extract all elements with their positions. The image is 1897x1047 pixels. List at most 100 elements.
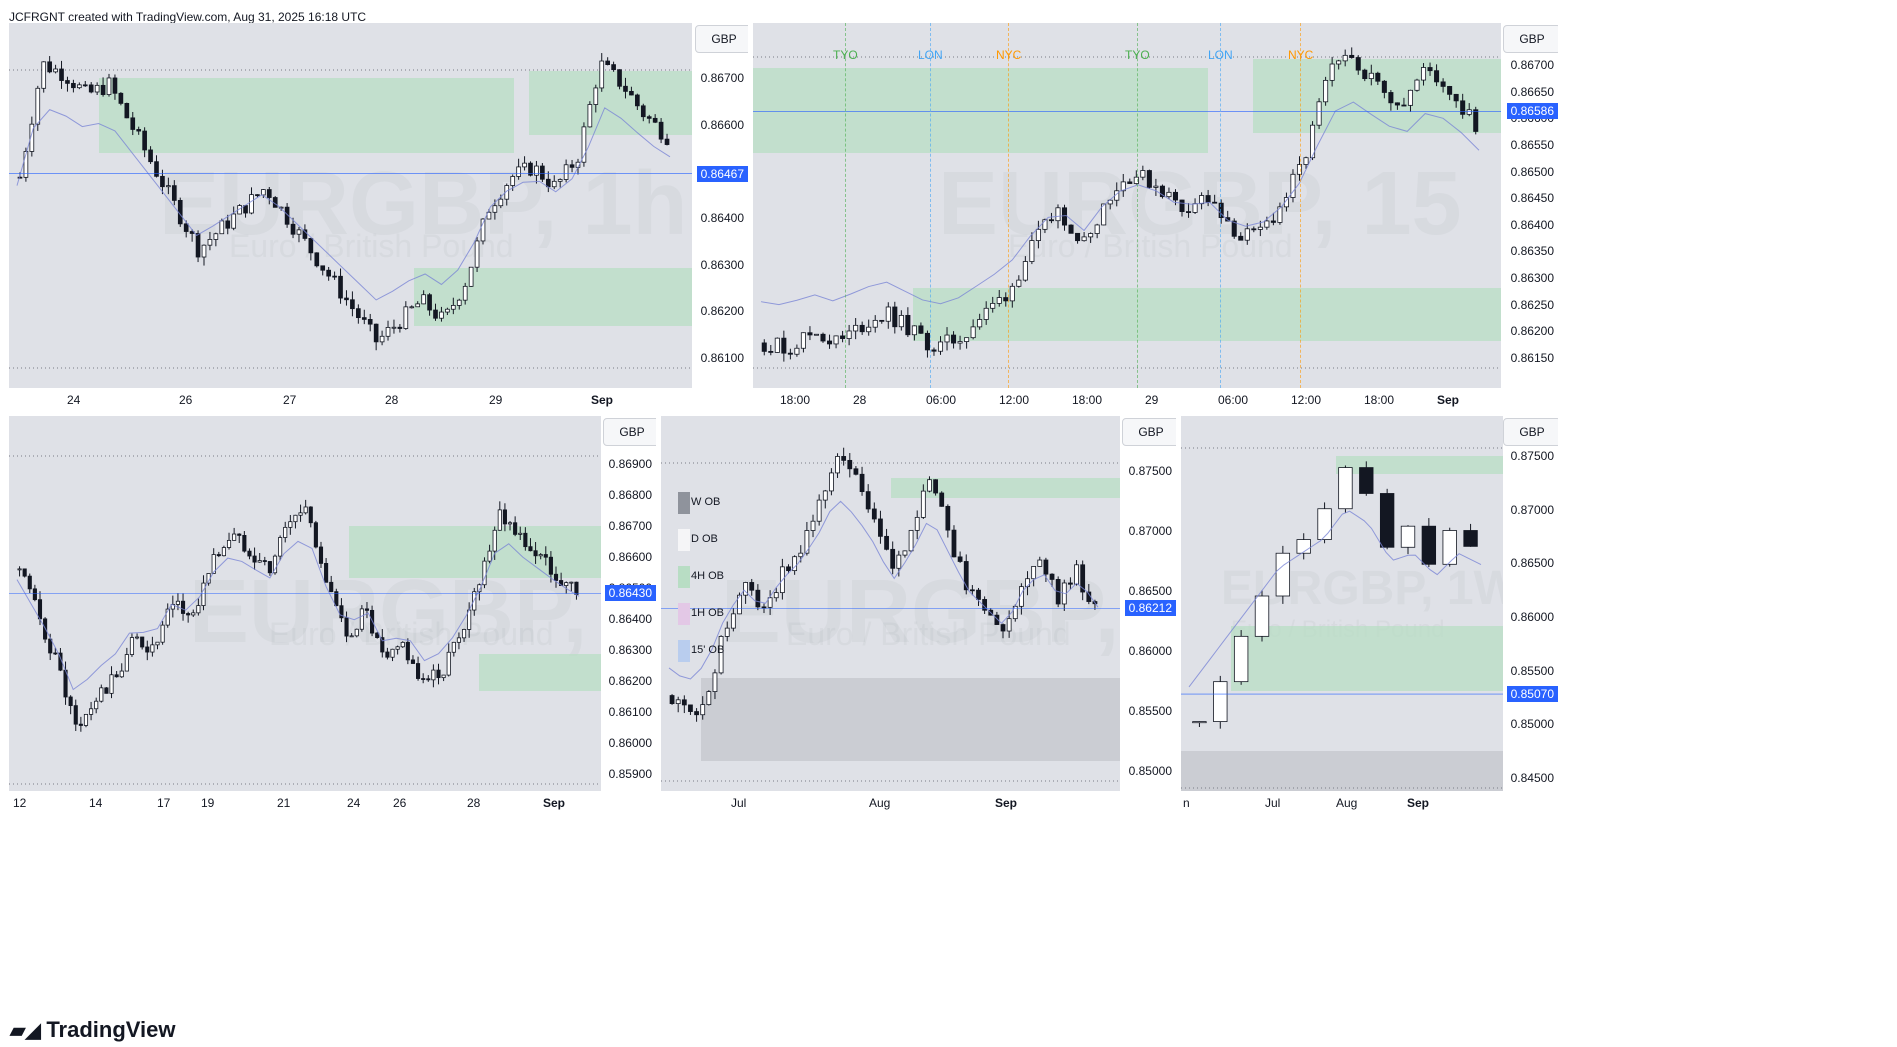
time-tick-label: Jul xyxy=(731,796,747,810)
candle-body xyxy=(359,608,364,630)
legend-label: D OB xyxy=(691,533,718,545)
price-tick-label: 0.86600 xyxy=(700,117,744,132)
chart-canvas-1d xyxy=(661,447,1120,782)
candle-body xyxy=(640,105,646,118)
candle-body xyxy=(816,499,822,522)
candle-body xyxy=(896,554,902,569)
candle-body xyxy=(1379,493,1395,548)
candle-body xyxy=(334,591,339,607)
candle-body xyxy=(629,90,634,96)
candle-body xyxy=(538,554,543,557)
candle-body xyxy=(272,555,278,574)
price-tick-label: 0.86000 xyxy=(1128,644,1172,658)
currency-button[interactable]: GBP xyxy=(603,418,656,446)
currency-button[interactable]: GBP xyxy=(1122,418,1176,446)
time-tick-label: Sep xyxy=(1437,393,1460,407)
candle-body xyxy=(976,589,981,600)
price-tick-label: 0.86700 xyxy=(1510,58,1554,72)
candle-body xyxy=(53,68,58,73)
brand-icon: ▰◢ xyxy=(10,1020,47,1042)
candle-body xyxy=(171,185,177,201)
candle-body xyxy=(361,317,367,320)
candle-body xyxy=(350,299,355,310)
chart-panel-1h[interactable]: EURGBP, 1h Euro / British Pound GBP 0.86… xyxy=(9,23,748,411)
candle-body xyxy=(1257,226,1263,230)
candle-body xyxy=(77,84,82,89)
order-block-zone xyxy=(349,526,601,578)
candle-body xyxy=(918,325,924,334)
currency-button[interactable]: GBP xyxy=(1503,25,1558,53)
candle-body xyxy=(1061,207,1068,226)
order-block-zone xyxy=(99,78,514,153)
candle-body xyxy=(298,512,303,516)
candle-body xyxy=(829,472,834,492)
legend-label: W OB xyxy=(691,496,721,508)
candle-body xyxy=(563,164,569,180)
candle-body xyxy=(1421,525,1437,565)
candle-body xyxy=(59,68,64,81)
tradingview-logo[interactable]: ▰◢ TradingView xyxy=(10,1017,176,1043)
candle-body xyxy=(99,687,104,702)
watermark: EURGBP, 4h xyxy=(189,562,656,662)
candle-body xyxy=(450,305,456,310)
candle-body xyxy=(879,319,885,322)
currency-button[interactable]: GBP xyxy=(1503,418,1558,446)
candle-body xyxy=(421,294,426,305)
price-tick-label: 0.86500 xyxy=(1128,584,1172,598)
candle-body xyxy=(375,632,380,638)
candle-body xyxy=(540,165,545,180)
candle-body xyxy=(1244,228,1250,241)
candle-body xyxy=(543,554,548,558)
candle-body xyxy=(165,608,170,626)
price-tick-label: 0.86300 xyxy=(700,257,744,272)
candle-body xyxy=(441,674,446,679)
candle-body xyxy=(180,600,186,614)
candle-body xyxy=(859,473,865,493)
price-tick-label: 0.86800 xyxy=(608,488,652,502)
candle-body xyxy=(160,624,165,643)
chart-panel-1d[interactable]: EURGBP, 1D Euro / British Pound GBP 0.87… xyxy=(661,416,1176,814)
time-axis xyxy=(9,791,656,814)
candle-body xyxy=(318,546,324,564)
candle-body xyxy=(83,713,89,726)
chart-canvas-1w xyxy=(1181,447,1503,791)
candle-body xyxy=(35,87,41,125)
time-tick-label: 29 xyxy=(489,393,503,407)
candle-body xyxy=(1094,224,1100,234)
candle-body xyxy=(706,691,712,706)
candle-body xyxy=(1453,93,1459,102)
candle-body xyxy=(1362,69,1368,80)
candle-body xyxy=(1338,467,1353,510)
price-axis xyxy=(692,23,748,388)
candle-body xyxy=(569,164,575,168)
price-tick-label: 0.86100 xyxy=(608,705,652,719)
candle-body xyxy=(605,60,610,66)
candle-body xyxy=(749,582,755,591)
candle-body xyxy=(786,566,791,572)
candle-body xyxy=(569,581,574,584)
price-tick-label: 0.86500 xyxy=(1510,164,1554,179)
candle-body xyxy=(332,275,337,278)
candle-body xyxy=(773,592,779,599)
candle-body xyxy=(557,179,563,182)
price-tick-label: 0.85000 xyxy=(1510,717,1554,732)
candle-body xyxy=(391,326,397,329)
time-tick-label: n xyxy=(1183,796,1190,810)
candle-body xyxy=(977,319,983,328)
session-divider xyxy=(930,23,931,388)
chart-panel-4h[interactable]: EURGBP, 4h Euro / British Pound GBP 0.86… xyxy=(9,416,656,814)
chart-panel-15m[interactable]: EURGBP, 15 Euro / British Pound GBP 0.86… xyxy=(753,23,1558,411)
legend-label: 4H OB xyxy=(691,570,725,582)
price-axis xyxy=(601,416,656,791)
candle-body xyxy=(1434,70,1440,83)
price-tick-label: 0.87500 xyxy=(1510,449,1554,463)
candle-body xyxy=(100,84,106,95)
candle-body xyxy=(807,332,813,336)
price-tick-label: 0.86300 xyxy=(608,643,652,657)
candle-body xyxy=(1290,173,1296,198)
candle-body xyxy=(994,614,1000,625)
candle-body xyxy=(415,303,421,308)
currency-button[interactable]: GBP xyxy=(695,25,748,53)
candle-body xyxy=(68,696,73,707)
chart-panel-1w[interactable]: EURGBP, 1W Euro / British Pound GBP 0.87… xyxy=(1181,416,1558,814)
